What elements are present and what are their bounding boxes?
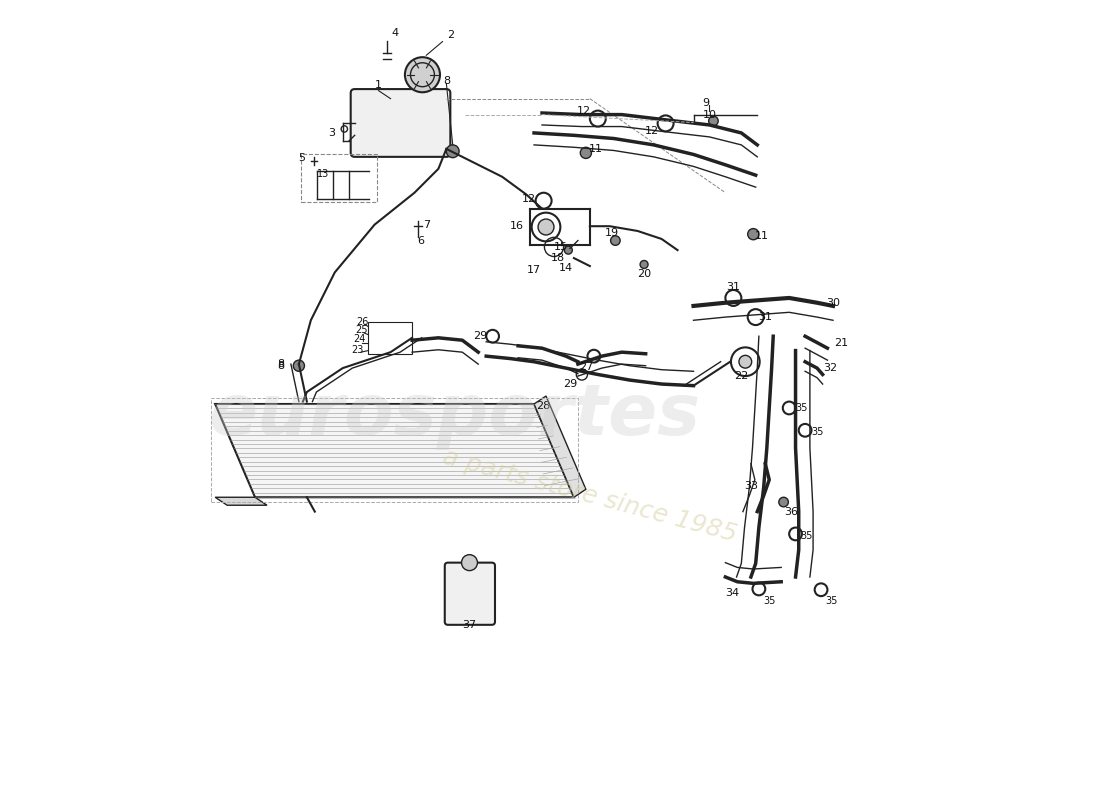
Text: 35: 35 [795, 403, 807, 413]
Circle shape [341, 126, 348, 132]
Text: 4: 4 [390, 28, 398, 38]
Text: 13: 13 [317, 170, 329, 179]
Text: 8: 8 [277, 359, 284, 369]
Circle shape [462, 554, 477, 570]
Circle shape [405, 57, 440, 92]
Text: eurosportes: eurosportes [208, 382, 701, 450]
Text: 18: 18 [551, 253, 565, 263]
Text: 23: 23 [352, 345, 364, 354]
Text: 35: 35 [811, 427, 823, 437]
Text: 10: 10 [703, 110, 716, 119]
Circle shape [294, 360, 305, 371]
Text: 9: 9 [702, 98, 710, 109]
Circle shape [564, 246, 572, 254]
Text: 14: 14 [559, 263, 573, 274]
Text: 32: 32 [824, 363, 838, 373]
Text: a parts store since 1985: a parts store since 1985 [440, 445, 739, 546]
Circle shape [447, 145, 459, 158]
Text: 6: 6 [417, 235, 425, 246]
Text: 30: 30 [826, 298, 840, 308]
Text: 37: 37 [462, 620, 476, 630]
Circle shape [748, 229, 759, 240]
Text: 12: 12 [521, 194, 536, 204]
Circle shape [581, 147, 592, 158]
Circle shape [610, 236, 620, 246]
Text: 5: 5 [298, 154, 305, 163]
Polygon shape [535, 396, 586, 498]
Bar [211, 398, 578, 502]
Text: 7: 7 [422, 220, 430, 230]
Text: 17: 17 [527, 265, 541, 275]
Text: 19: 19 [605, 227, 619, 238]
Text: 31: 31 [758, 312, 772, 322]
Text: 35: 35 [763, 596, 776, 606]
Text: 31: 31 [726, 282, 740, 292]
Text: 3: 3 [328, 128, 336, 138]
Text: 8: 8 [443, 76, 450, 86]
Circle shape [538, 219, 554, 235]
Circle shape [640, 261, 648, 269]
Text: 25: 25 [355, 325, 367, 335]
Text: 2: 2 [447, 30, 454, 40]
Polygon shape [216, 498, 267, 506]
Text: 22: 22 [734, 371, 748, 381]
Text: 35: 35 [825, 596, 837, 606]
Text: 29: 29 [473, 331, 487, 342]
Circle shape [779, 498, 789, 507]
Text: 27: 27 [579, 362, 593, 371]
Text: 36: 36 [784, 506, 798, 517]
Text: 20: 20 [637, 269, 651, 279]
FancyBboxPatch shape [351, 89, 450, 157]
Circle shape [708, 116, 718, 126]
Text: 11: 11 [590, 144, 603, 154]
Circle shape [739, 355, 751, 368]
Text: 11: 11 [755, 230, 769, 241]
Bar [368, 322, 412, 354]
Polygon shape [216, 404, 574, 498]
Text: 12: 12 [578, 106, 592, 117]
Text: 26: 26 [356, 317, 369, 327]
Text: 28: 28 [537, 402, 551, 411]
FancyBboxPatch shape [444, 562, 495, 625]
Text: 34: 34 [725, 588, 739, 598]
Text: 12: 12 [645, 126, 659, 135]
Text: 15: 15 [553, 242, 568, 252]
Text: 21: 21 [834, 338, 848, 347]
Text: 24: 24 [353, 334, 365, 345]
Text: 16: 16 [509, 222, 524, 231]
Text: 29: 29 [563, 379, 578, 389]
Text: 33: 33 [744, 481, 758, 491]
Bar [301, 154, 377, 202]
Text: 8: 8 [277, 361, 284, 370]
Text: 35: 35 [801, 530, 813, 541]
Text: 1: 1 [375, 80, 382, 90]
